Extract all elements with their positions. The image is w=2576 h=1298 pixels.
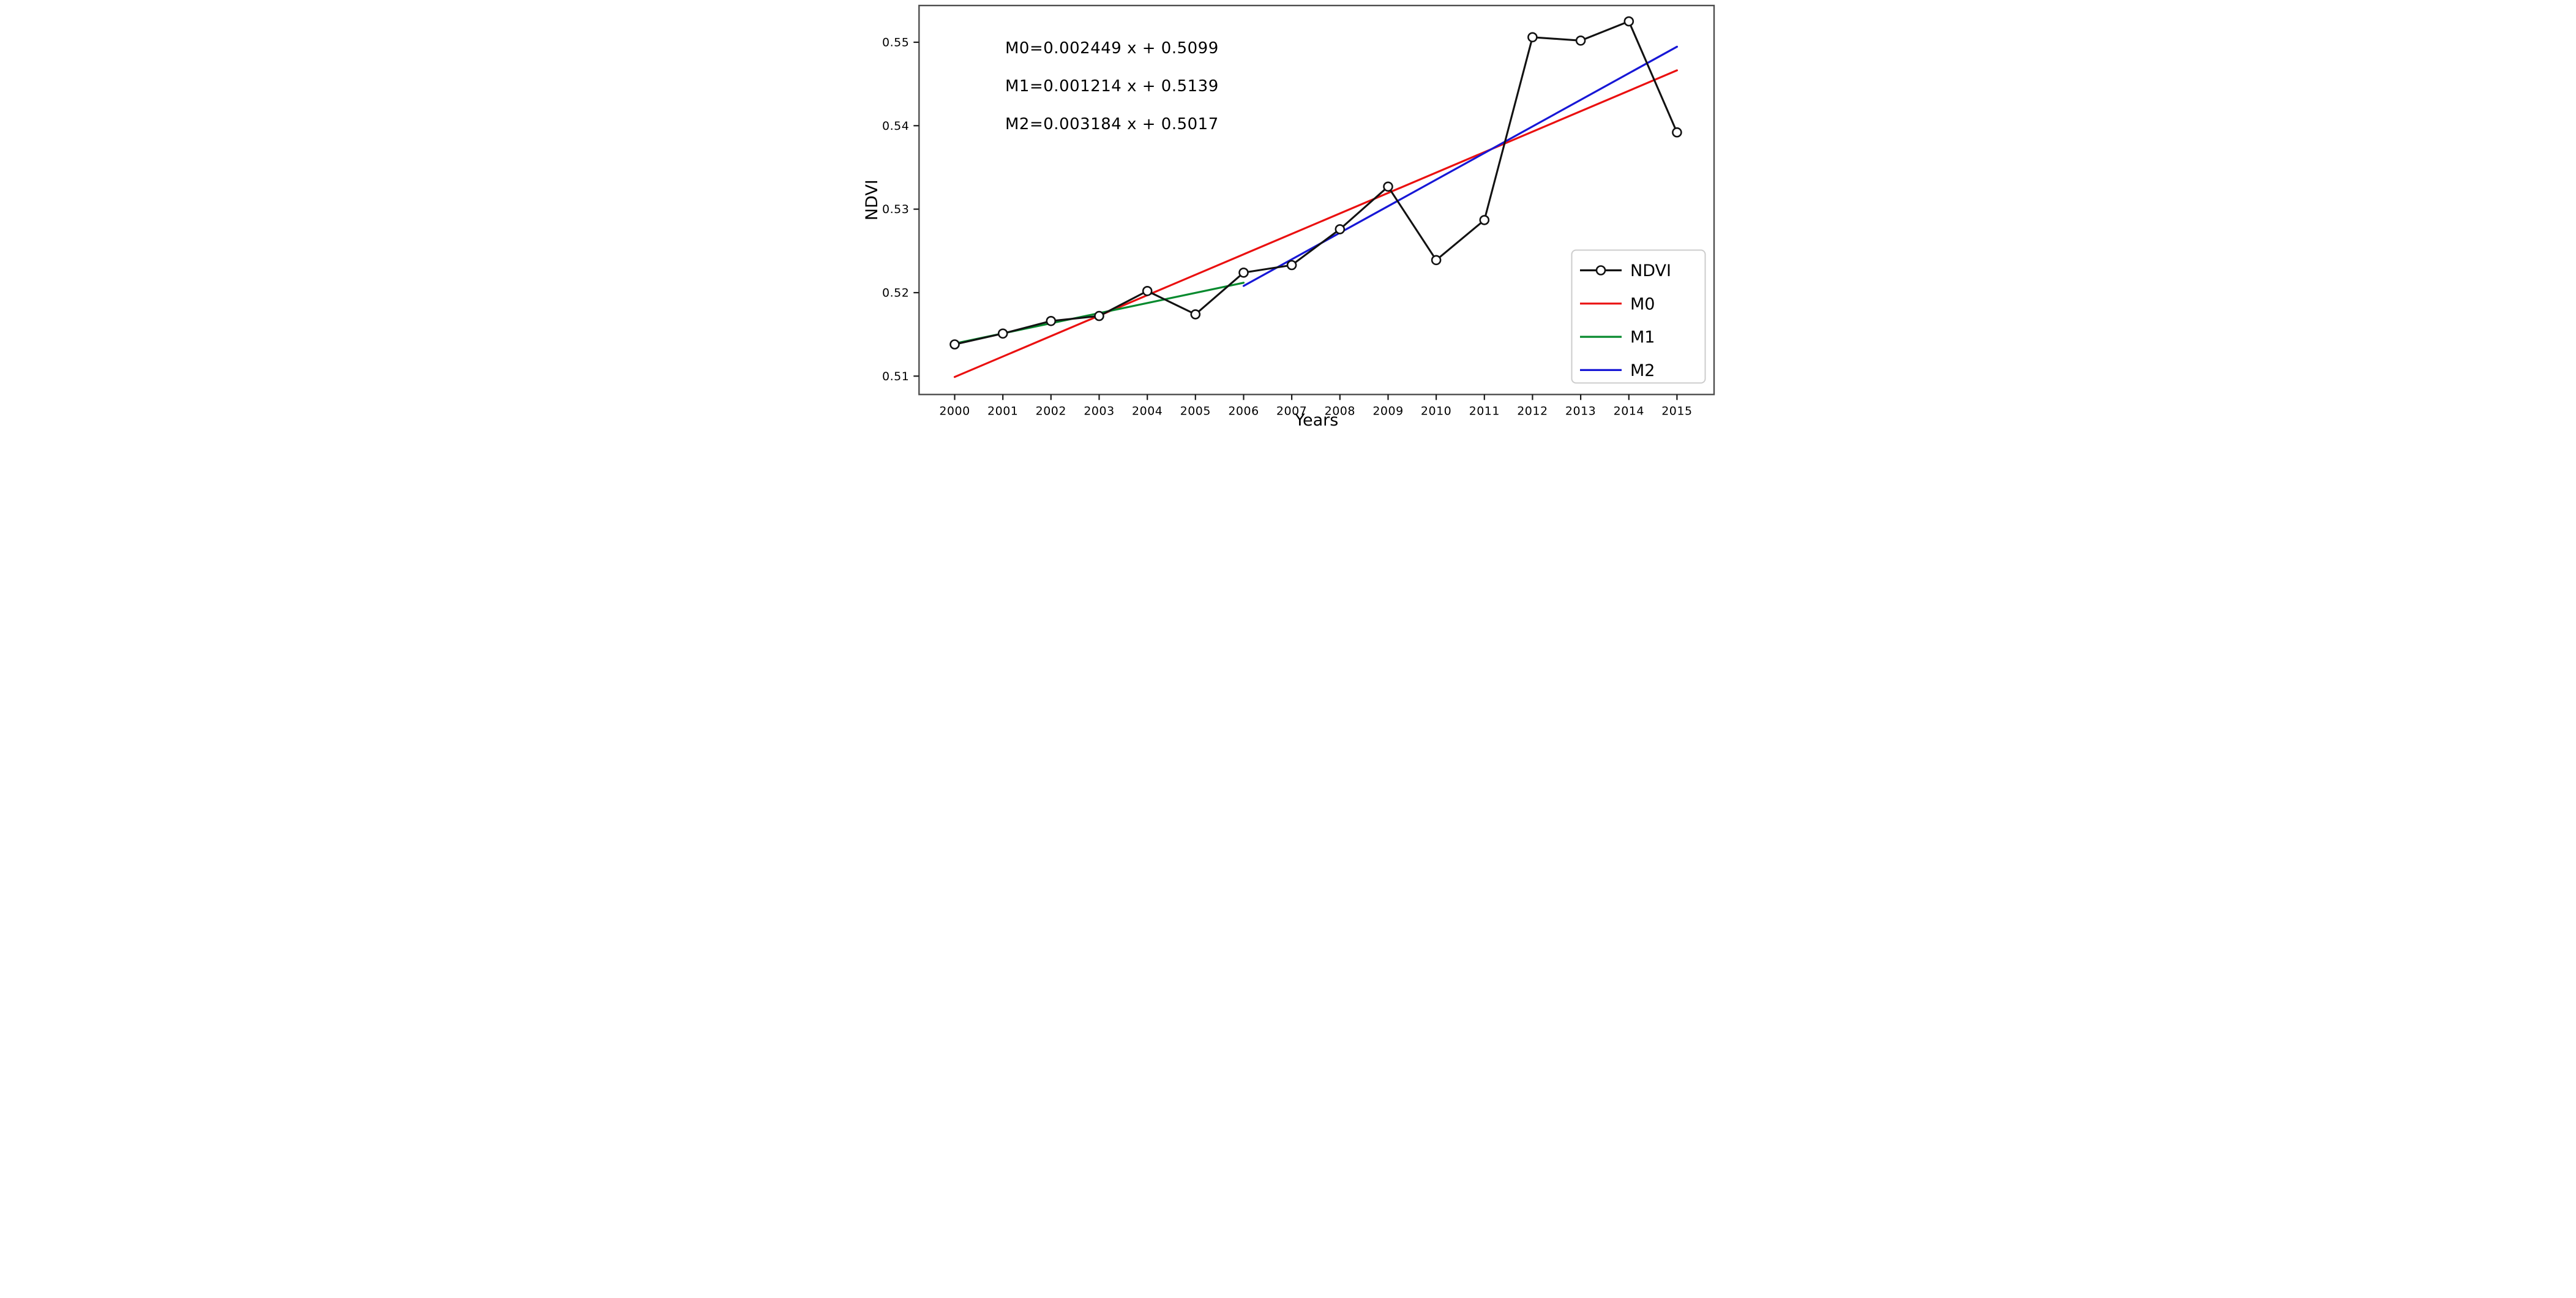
x-tick-label: 2009 [1372, 404, 1403, 418]
x-tick-label: 2002 [1035, 404, 1066, 418]
ndvi-data-line [954, 20, 1678, 346]
x-tick-label: 2014 [1613, 404, 1644, 418]
y-tick-label: 0.55 [882, 36, 908, 50]
legend-entry-M2: M2 [1579, 361, 1655, 380]
ndvi-marker-2002 [1045, 315, 1056, 326]
legend-label-M2: M2 [1630, 361, 1655, 380]
legend-box [1571, 249, 1705, 384]
ndvi-marker-2014 [1623, 16, 1634, 27]
ndvi-marker-2011 [1478, 215, 1489, 225]
ndvi-marker-2006 [1238, 267, 1249, 278]
y-tick-label: 0.52 [882, 287, 908, 300]
plot-frame [918, 4, 1715, 396]
ndvi-marker-2010 [1431, 255, 1441, 266]
M1-equation: M1=0.001214 x + 0.5139 [1005, 77, 1219, 96]
legend-entry-M0: M0 [1579, 294, 1655, 313]
x-tick-label: 2010 [1420, 404, 1451, 418]
x-axis-title: Years [1294, 411, 1338, 430]
ndvi-marker-2000 [949, 339, 960, 350]
M2-equation: M2=0.003184 x + 0.5017 [1005, 115, 1219, 133]
ndvi-marker-2009 [1382, 181, 1393, 192]
x-tick-label: 2012 [1517, 404, 1548, 418]
x-tick-label: 2003 [1084, 404, 1114, 418]
x-tick-label: 2005 [1180, 404, 1210, 418]
ndvi-marker-2008 [1334, 224, 1345, 234]
ndvi-marker-2007 [1286, 260, 1297, 271]
ndvi-marker-2013 [1575, 36, 1586, 46]
x-tick-label: 2011 [1469, 404, 1499, 418]
legend-entry-NDVI: NDVI [1579, 261, 1671, 280]
x-tick-label: 2007 [1276, 404, 1306, 418]
figure-container: 2000 2001 2002 2003 2004 2005 2006 2007 2008 2009… [858, 0, 1718, 433]
ndvi-marker-2003 [1093, 310, 1104, 321]
y-tick-label: 0.53 [882, 203, 908, 216]
ndvi-marker-2001 [997, 328, 1008, 339]
ndvi-marker-2015 [1671, 127, 1682, 138]
y-tick-label: 0.51 [882, 370, 908, 383]
M0-equation: M0=0.002449 x + 0.5099 [1005, 39, 1219, 58]
trend-line-M0 [953, 69, 1678, 378]
ndvi-marker-2004 [1142, 285, 1153, 296]
legend: NDVI M0 M1 M2 [1571, 249, 1705, 384]
x-tick-label: 2008 [1324, 404, 1355, 418]
y-axis-title: NDVI [863, 179, 882, 220]
x-tick-label: 2004 [1132, 404, 1163, 418]
ndvi-marker-2005 [1189, 309, 1200, 320]
x-tick-label: 2006 [1228, 404, 1259, 418]
x-tick-label: 2000 [939, 404, 970, 418]
legend-label-NDVI: NDVI [1630, 261, 1671, 280]
x-tick-label: 2015 [1661, 404, 1692, 418]
legend-marker-sample [1595, 265, 1606, 276]
legend-label-M0: M0 [1630, 294, 1655, 313]
ndvi-trend-chart: 2000 2001 2002 2003 2004 2005 2006 2007 2008 2009… [858, 0, 1718, 433]
x-tick-label: 2001 [987, 404, 1018, 418]
x-tick-label: 2013 [1565, 404, 1595, 418]
ndvi-marker-2012 [1527, 32, 1538, 43]
legend-label-M1: M1 [1630, 328, 1655, 347]
y-tick-label: 0.54 [882, 119, 908, 133]
legend-entry-M1: M1 [1579, 328, 1655, 347]
